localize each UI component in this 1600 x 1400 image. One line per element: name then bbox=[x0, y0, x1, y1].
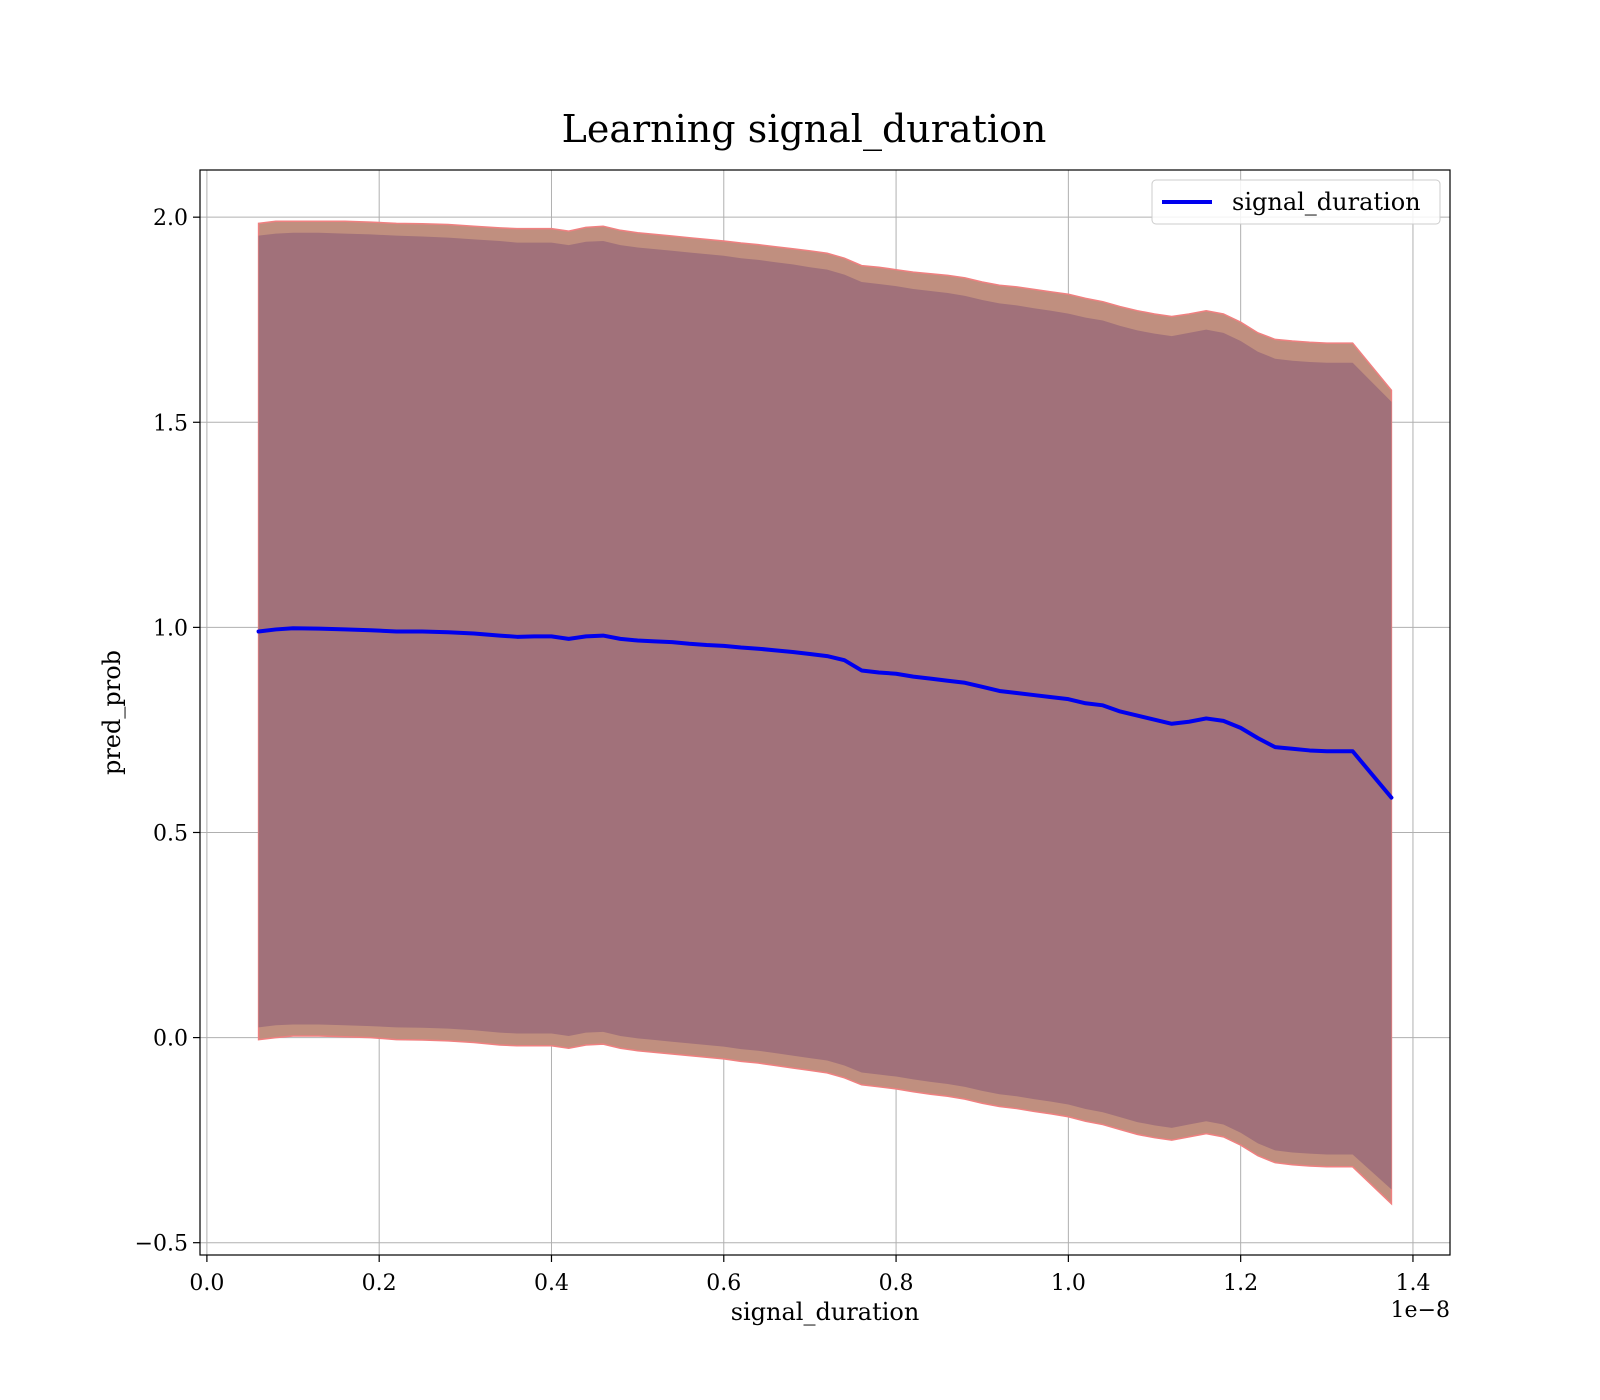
y-tick-label: 0.0 bbox=[153, 1027, 188, 1052]
x-tick-label: 0.8 bbox=[879, 1271, 914, 1296]
confidence-bands bbox=[257, 220, 1393, 1206]
x-axis-ticks: 0.0 0.2 0.4 0.6 0.8 1.0 1.2 1.4 bbox=[189, 1255, 1430, 1296]
x-tick-label: 1.0 bbox=[1051, 1271, 1086, 1296]
x-axis-label: signal_duration bbox=[731, 1298, 920, 1326]
x-tick-label: 1.4 bbox=[1395, 1271, 1430, 1296]
y-tick-label: −0.5 bbox=[135, 1232, 188, 1257]
chart-title: Learning signal_duration bbox=[562, 107, 1047, 152]
y-tick-label: 0.5 bbox=[153, 821, 188, 846]
x-tick-label: 0.0 bbox=[189, 1271, 224, 1296]
y-tick-label: 1.0 bbox=[153, 616, 188, 641]
legend-entry-signal-duration: signal_duration bbox=[1232, 188, 1421, 216]
series-line-signal-duration bbox=[256, 626, 1394, 800]
legend: signal_duration bbox=[1151, 179, 1441, 225]
y-axis-label: pred_prob bbox=[98, 650, 126, 775]
legend-box bbox=[1151, 179, 1441, 225]
x-axis-offset-label: 1e−8 bbox=[1391, 1298, 1450, 1323]
inner-band bbox=[258, 232, 1392, 1190]
plot-area-frame bbox=[199, 169, 1451, 1256]
x-tick-label: 0.2 bbox=[362, 1271, 397, 1296]
y-axis-ticks: −0.5 0.0 0.5 1.0 1.5 2.0 bbox=[135, 206, 200, 1257]
x-tick-label: 0.4 bbox=[534, 1271, 569, 1296]
x-tick-label: 1.2 bbox=[1223, 1271, 1258, 1296]
y-tick-label: 2.0 bbox=[153, 206, 188, 231]
x-tick-label: 0.6 bbox=[706, 1271, 741, 1296]
y-tick-label: 1.5 bbox=[153, 411, 188, 436]
series-lines bbox=[256, 626, 1394, 800]
